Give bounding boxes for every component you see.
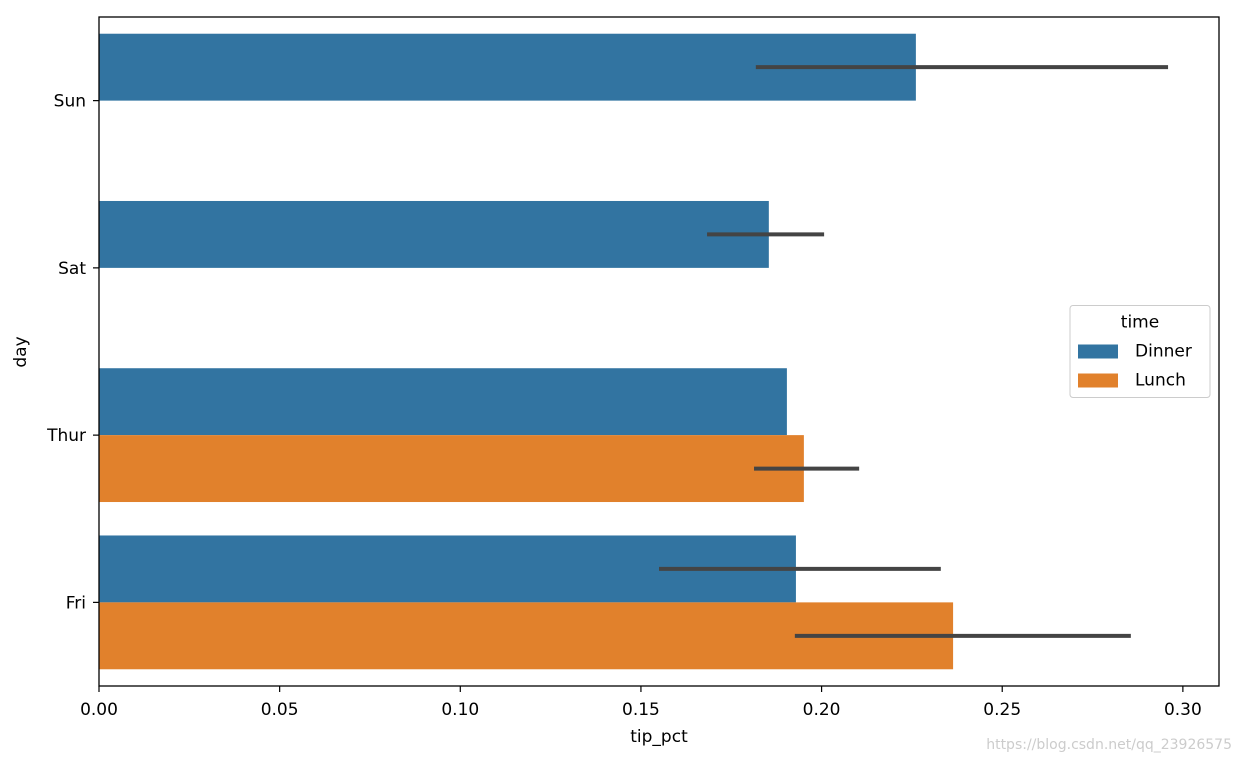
x-tick-label: 0.05	[261, 700, 299, 720]
legend-swatch	[1078, 373, 1118, 388]
y-tick-label: Thur	[46, 426, 86, 446]
legend-label: Dinner	[1135, 342, 1192, 362]
y-tick-label: Sun	[54, 92, 86, 112]
x-tick-label: 0.00	[80, 700, 118, 720]
x-tick-label: 0.10	[441, 700, 479, 720]
bar	[99, 435, 804, 503]
plot-frame	[98, 16, 1220, 687]
x-tick-label: 0.15	[622, 700, 660, 720]
y-tick-label: Fri	[66, 593, 86, 613]
legend-swatch	[1078, 344, 1118, 359]
y-axis-label: day	[11, 336, 31, 367]
watermark: https://blog.csdn.net/qq_23926575	[986, 737, 1232, 753]
x-tick-label: 0.20	[803, 700, 841, 720]
bar	[99, 200, 769, 268]
x-tick-label: 0.25	[983, 700, 1021, 720]
legend-label: Lunch	[1135, 371, 1186, 391]
x-tick-label: 0.30	[1164, 700, 1202, 720]
y-tick-label: Sat	[58, 259, 86, 279]
bar	[99, 368, 787, 436]
x-axis-label: tip_pct	[630, 727, 688, 747]
legend-title: time	[1121, 313, 1159, 333]
